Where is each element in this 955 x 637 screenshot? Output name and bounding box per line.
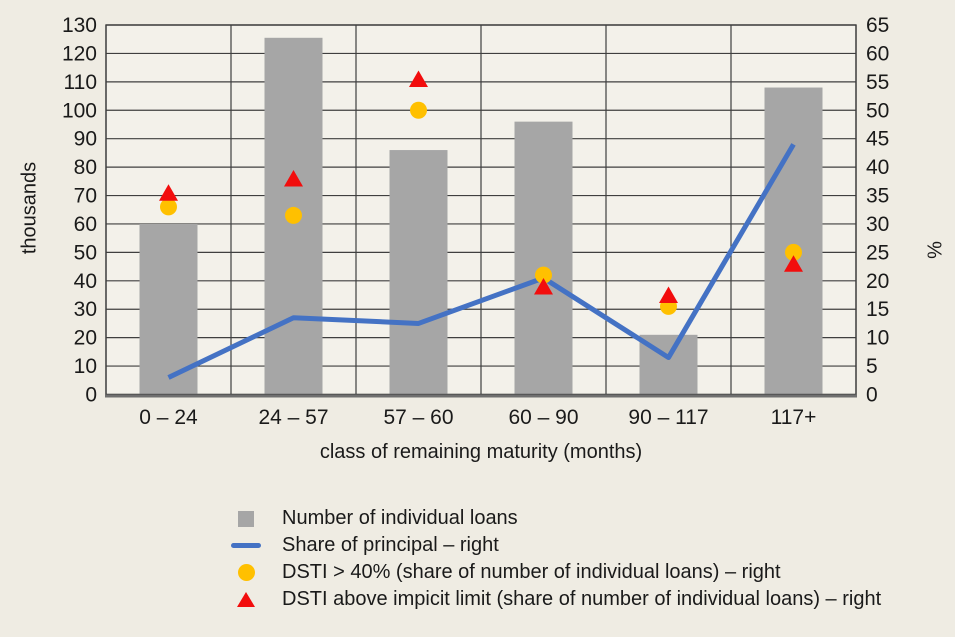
legend-item-line: Share of principal – right — [228, 532, 881, 559]
share-of-principal-line — [167, 143, 796, 380]
right-axis-tick-label: 40 — [866, 156, 889, 179]
x-axis-title: class of remaining maturity (months) — [319, 441, 643, 463]
left-axis-tick-label: 80 — [74, 156, 97, 179]
dsti40-circle-marker — [785, 243, 802, 261]
right-axis-tick-label: 10 — [866, 327, 889, 350]
dsti-implicit-triangle-marker — [409, 70, 428, 88]
left-axis-tick-label: 110 — [64, 71, 97, 94]
right-axis-tick-label: 60 — [866, 42, 889, 65]
legend-label: DSTI > 40% (share of number of individua… — [282, 561, 781, 583]
right-axis-tick-label: 0 — [866, 384, 878, 407]
legend-item-circle: DSTI > 40% (share of number of individua… — [228, 559, 881, 586]
left-axis-tick-label: 10 — [74, 355, 97, 378]
dsti40-circle-marker — [410, 101, 427, 119]
bar — [514, 121, 573, 398]
chart-legend: Number of individual loans Share of prin… — [228, 505, 881, 613]
circle-marker-icon — [237, 564, 255, 581]
triangle-marker-icon — [237, 592, 255, 607]
bar — [139, 223, 198, 398]
right-axis-title: % — [924, 241, 947, 259]
bar-swatch-icon — [238, 510, 254, 527]
legend-item-triangle: DSTI above impicit limit (share of numbe… — [228, 586, 881, 613]
chart-plot-area: 0 10 20 30 40 50 60 70 80 90 100 110 120 130 0 5 10 15 20 2… — [62, 14, 889, 429]
left-axis-tick-label: 90 — [74, 128, 97, 151]
dsti-implicit-triangle-marker — [284, 169, 303, 187]
dsti40-circle-marker — [535, 266, 552, 284]
bar — [764, 87, 823, 398]
right-axis-tick-label: 55 — [866, 71, 889, 94]
left-axis-tick-label: 130 — [62, 14, 97, 37]
x-category-label: 57 – 60 — [383, 406, 453, 429]
left-axis-tick-label: 120 — [62, 42, 97, 65]
bar — [389, 150, 448, 398]
right-axis-tick-label: 45 — [866, 128, 889, 151]
right-axis-tick-label: 65 — [866, 14, 889, 37]
right-axis-tick-label: 15 — [866, 298, 889, 321]
x-category-label: 24 – 57 — [258, 406, 328, 429]
legend-label: Share of principal – right — [282, 534, 499, 556]
x-category-label: 60 – 90 — [508, 406, 578, 429]
right-axis-tick-label: 35 — [866, 185, 889, 208]
x-category-label: 0 – 24 — [139, 406, 198, 429]
legend-label: DSTI above impicit limit (share of numbe… — [282, 588, 882, 610]
left-axis-tick-label: 40 — [74, 270, 97, 293]
x-category-label: 117+ — [771, 406, 817, 429]
right-axis-tick-label: 5 — [866, 355, 878, 378]
left-axis-tick-label: 50 — [74, 241, 97, 264]
left-axis-tick-label: 70 — [74, 185, 97, 208]
left-axis-tick-label: 30 — [74, 298, 97, 321]
right-axis-tick-label: 50 — [866, 99, 889, 122]
dsti-implicit-triangle-marker — [534, 277, 553, 295]
dsti40-circle-marker — [160, 198, 177, 216]
dsti-implicit-triangle-marker — [159, 184, 178, 201]
left-axis-tick-label: 100 — [62, 99, 97, 122]
legend-label: Number of individual loans — [282, 507, 518, 529]
x-category-label: 90 – 117 — [628, 406, 708, 429]
line-swatch-icon — [231, 543, 261, 548]
left-axis-tick-label: 0 — [85, 384, 97, 407]
left-axis-tick-label: 60 — [74, 213, 97, 236]
right-axis-tick-label: 25 — [866, 241, 889, 264]
left-axis-title: thousands — [18, 161, 41, 255]
right-axis-tick-label: 30 — [866, 213, 889, 236]
dsti-implicit-triangle-marker — [784, 255, 803, 272]
legend-item-bars: Number of individual loans — [228, 505, 881, 532]
left-axis-tick-label: 20 — [74, 327, 97, 350]
right-axis-tick-label: 20 — [866, 270, 889, 293]
dsti-implicit-triangle-marker — [659, 286, 678, 304]
dsti40-circle-marker — [285, 206, 302, 224]
